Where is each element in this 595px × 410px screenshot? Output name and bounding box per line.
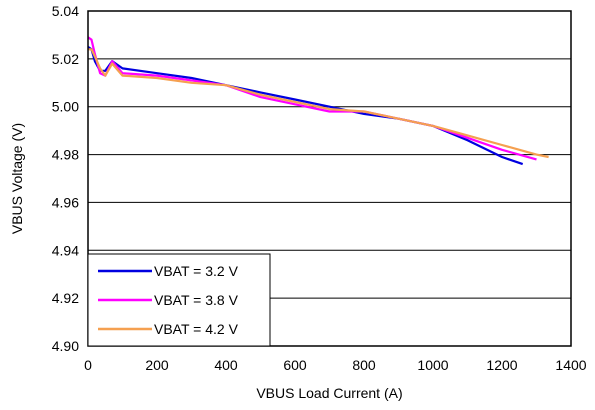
x-tick-label: 800 (352, 357, 376, 373)
y-tick-label: 5.04 (52, 3, 79, 19)
x-axis-title: VBUS Load Current (A) (256, 385, 402, 401)
legend-label-2: VBAT = 3.8 V (154, 292, 239, 308)
y-tick-label: 5.00 (52, 99, 79, 115)
y-tick-label: 5.02 (52, 51, 79, 67)
x-tick-label: 1000 (417, 357, 448, 373)
x-tick-label: 400 (214, 357, 238, 373)
y-tick-label: 4.94 (52, 242, 79, 258)
legend: VBAT = 3.2 V VBAT = 3.8 V VBAT = 4.2 V (87, 253, 271, 347)
x-tick-label: 600 (283, 357, 307, 373)
x-tick-label: 0 (84, 357, 92, 373)
y-tick-label: 4.98 (52, 147, 79, 163)
legend-label-3: VBAT = 4.2 V (154, 321, 239, 337)
series-layer (87, 36, 549, 166)
y-tick-label: 4.92 (52, 290, 79, 306)
plot-frame (87, 10, 572, 347)
x-tick-label: 1400 (555, 357, 586, 373)
legend-label-1: VBAT = 3.2 V (154, 263, 239, 279)
y-tick-label: 4.96 (52, 194, 79, 210)
y-axis-title: VBUS Voltage (V) (9, 123, 25, 234)
series-line-3 (88, 48, 549, 159)
x-tick-label: 200 (145, 357, 169, 373)
tick-layer: 4.90 4.92 4.94 4.96 4.98 5.00 5.02 5.04 0 200 400 6… (52, 3, 587, 373)
y-tick-label: 4.90 (52, 338, 79, 354)
x-tick-label: 1200 (486, 357, 517, 373)
